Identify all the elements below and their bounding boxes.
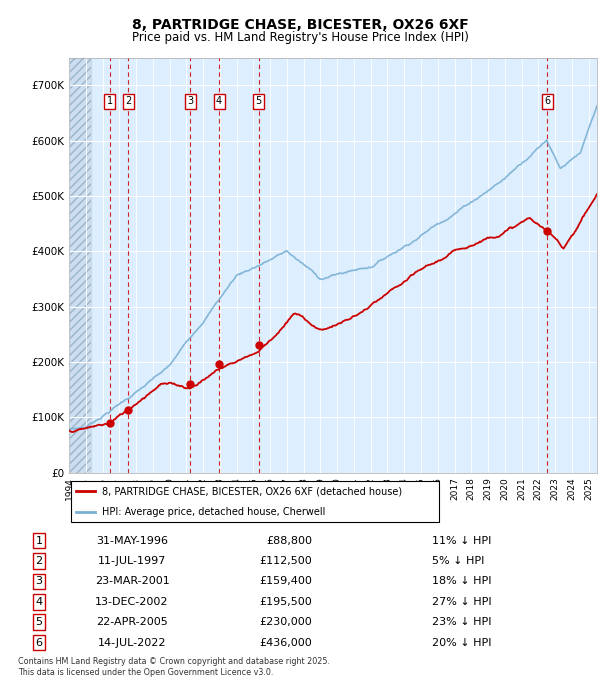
Text: 20% ↓ HPI: 20% ↓ HPI (432, 638, 491, 647)
Text: 2: 2 (125, 97, 131, 106)
Point (124, 405, 133, 415)
Text: 8, PARTRIDGE CHASE, BICESTER, OX26 6XF (detached house): 8, PARTRIDGE CHASE, BICESTER, OX26 6XF (… (103, 486, 403, 496)
Text: HPI: Average price, detached house, Cherwell: HPI: Average price, detached house, Cher… (103, 507, 326, 517)
Text: 11% ↓ HPI: 11% ↓ HPI (432, 536, 491, 545)
Text: 27% ↓ HPI: 27% ↓ HPI (432, 597, 491, 607)
Text: 23% ↓ HPI: 23% ↓ HPI (432, 617, 491, 627)
Text: 2: 2 (35, 556, 43, 566)
Text: Contains HM Land Registry data © Crown copyright and database right 2025.
This d: Contains HM Land Registry data © Crown c… (18, 657, 330, 677)
Text: 5: 5 (35, 617, 43, 627)
Text: 6: 6 (544, 97, 550, 106)
Point (185, 379, 195, 390)
Text: Price paid vs. HM Land Registry's House Price Index (HPI): Price paid vs. HM Land Registry's House … (131, 31, 469, 44)
FancyBboxPatch shape (71, 481, 439, 522)
Point (542, 226, 552, 237)
Text: 3: 3 (187, 97, 193, 106)
Text: 31-MAY-1996: 31-MAY-1996 (96, 536, 168, 545)
Text: 1: 1 (35, 536, 43, 545)
Point (254, 340, 263, 351)
Text: 8, PARTRIDGE CHASE, BICESTER, OX26 6XF: 8, PARTRIDGE CHASE, BICESTER, OX26 6XF (131, 18, 469, 32)
Text: 1: 1 (107, 97, 113, 106)
Text: 22-APR-2005: 22-APR-2005 (96, 617, 168, 627)
Text: £112,500: £112,500 (259, 556, 312, 566)
Text: £230,000: £230,000 (259, 617, 312, 627)
Text: 23-MAR-2001: 23-MAR-2001 (95, 577, 169, 586)
Text: 3: 3 (35, 577, 43, 586)
Bar (69, 58, 91, 473)
Text: 5: 5 (256, 97, 262, 106)
Text: 13-DEC-2002: 13-DEC-2002 (95, 597, 169, 607)
Text: 5% ↓ HPI: 5% ↓ HPI (432, 556, 484, 566)
Text: £159,400: £159,400 (259, 577, 312, 586)
Text: 6: 6 (35, 638, 43, 647)
Text: 4: 4 (216, 97, 222, 106)
Text: 14-JUL-2022: 14-JUL-2022 (98, 638, 166, 647)
Text: £436,000: £436,000 (259, 638, 312, 647)
Bar (69, 58, 91, 473)
Text: 11-JUL-1997: 11-JUL-1997 (98, 556, 166, 566)
Text: £88,800: £88,800 (266, 536, 312, 545)
Point (105, 418, 115, 429)
Text: £195,500: £195,500 (259, 597, 312, 607)
Text: 4: 4 (35, 597, 43, 607)
Text: 18% ↓ HPI: 18% ↓ HPI (432, 577, 491, 586)
Point (214, 359, 224, 370)
